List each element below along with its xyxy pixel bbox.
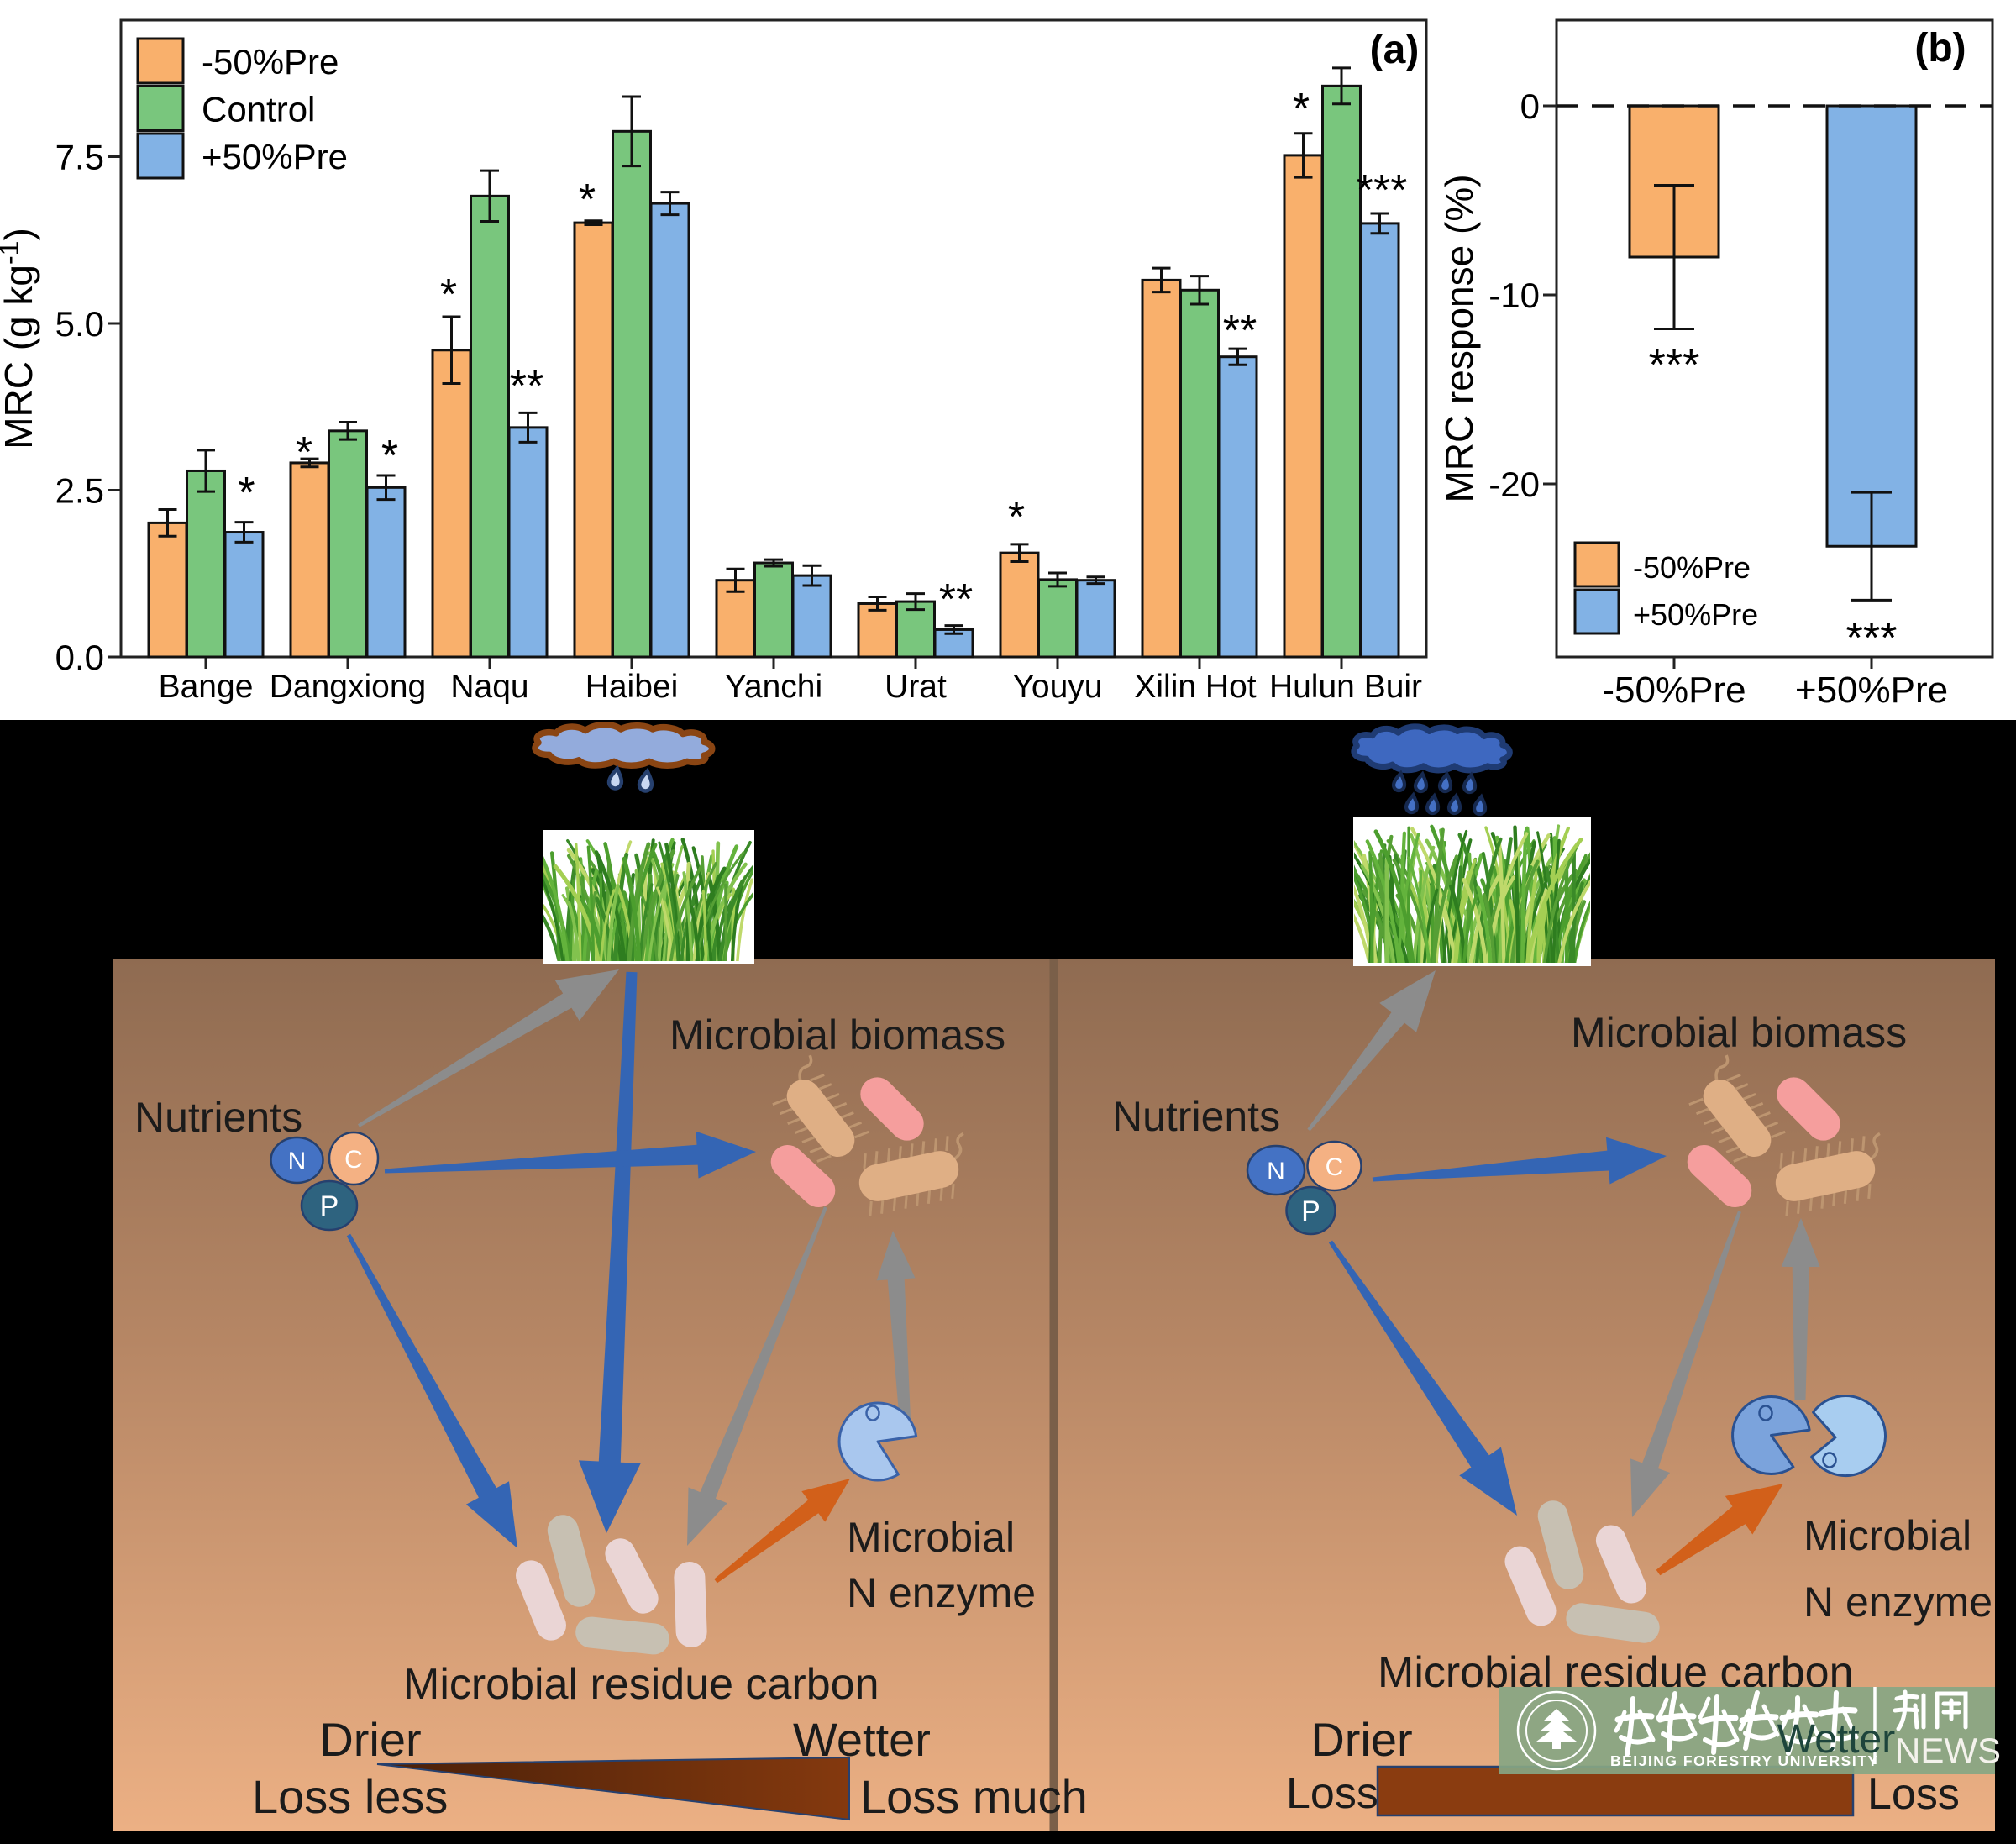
svg-text:NEWS: NEWS	[1895, 1731, 2001, 1770]
svg-text:*: *	[1293, 85, 1310, 134]
svg-text:Dangxiong: Dangxiong	[270, 669, 426, 705]
svg-text:-50%Pre: -50%Pre	[202, 42, 339, 81]
svg-text:Yanchi: Yanchi	[725, 669, 822, 705]
svg-text:N: N	[288, 1148, 307, 1175]
svg-text:Loss: Loss	[1286, 1769, 1378, 1818]
svg-text:BEIJING FORESTRY UNIVERSITY: BEIJING FORESTRY UNIVERSITY	[1610, 1752, 1879, 1769]
svg-text:Wetter: Wetter	[1777, 1717, 1896, 1762]
svg-text:*: *	[440, 271, 457, 319]
svg-text:5.0: 5.0	[55, 304, 104, 344]
svg-text:Naqu: Naqu	[450, 669, 528, 705]
svg-text:Wetter: Wetter	[793, 1713, 931, 1766]
svg-text:Urat: Urat	[885, 669, 947, 705]
svg-text:-50%Pre: -50%Pre	[1602, 670, 1746, 711]
svg-text:7.5: 7.5	[55, 138, 104, 177]
svg-text:P: P	[1301, 1195, 1320, 1227]
svg-text:-10: -10	[1488, 276, 1540, 315]
svg-text:*: *	[1008, 493, 1025, 542]
svg-text:***: ***	[1357, 166, 1408, 215]
svg-text:MRC response (%): MRC response (%)	[1437, 174, 1481, 502]
svg-text:Drier: Drier	[319, 1713, 421, 1766]
svg-text:+50%Pre: +50%Pre	[1633, 597, 1758, 632]
svg-text:*: *	[238, 469, 255, 517]
svg-text:2.5: 2.5	[55, 471, 104, 511]
svg-text:Xilin Hot: Xilin Hot	[1134, 669, 1256, 705]
svg-text:P: P	[320, 1190, 339, 1222]
svg-text:*: *	[381, 432, 398, 481]
svg-text:N: N	[1267, 1158, 1285, 1185]
svg-text:(b): (b)	[1914, 26, 1966, 71]
svg-text:*: *	[579, 176, 596, 224]
svg-text:Microbial: Microbial	[1803, 1512, 1971, 1559]
svg-text:Drier: Drier	[1310, 1713, 1412, 1766]
svg-text:Nutrients: Nutrients	[1112, 1093, 1280, 1140]
svg-text:Youyu: Youyu	[1012, 669, 1102, 705]
svg-text:**: **	[510, 362, 543, 411]
svg-text:(a): (a)	[1370, 28, 1420, 72]
svg-text:Hulun Buir: Hulun Buir	[1269, 669, 1422, 705]
svg-text:*: *	[296, 428, 312, 477]
svg-text:N enzyme: N enzyme	[847, 1569, 1036, 1616]
svg-text:Microbial biomass: Microbial biomass	[669, 1011, 1005, 1059]
svg-text:N enzyme: N enzyme	[1803, 1579, 1992, 1626]
svg-text:0.0: 0.0	[55, 638, 104, 677]
svg-text:Bange: Bange	[159, 669, 254, 705]
svg-text:MRC (g kg-1): MRC (g kg-1)	[0, 228, 40, 449]
svg-text:***: ***	[1846, 614, 1898, 663]
svg-text:-20: -20	[1488, 465, 1540, 504]
svg-text:**: **	[1223, 307, 1257, 355]
svg-text:Loss: Loss	[1867, 1770, 1960, 1819]
svg-text:***: ***	[1649, 341, 1700, 390]
svg-text:Loss much: Loss much	[860, 1770, 1088, 1823]
svg-text:C: C	[1326, 1153, 1344, 1181]
svg-text:**: **	[939, 575, 973, 624]
svg-text:+50%Pre: +50%Pre	[202, 137, 348, 176]
svg-text:+50%Pre: +50%Pre	[1795, 670, 1948, 711]
svg-text:C: C	[344, 1146, 363, 1174]
svg-text:Haibei: Haibei	[585, 669, 679, 705]
svg-text:Microbial: Microbial	[847, 1514, 1015, 1561]
svg-text:Loss less: Loss less	[252, 1770, 448, 1823]
svg-text:0: 0	[1520, 87, 1540, 126]
svg-text:Control: Control	[202, 90, 315, 129]
svg-text:Microbial residue carbon: Microbial residue carbon	[403, 1660, 879, 1709]
svg-text:Microbial biomass: Microbial biomass	[1571, 1009, 1907, 1056]
svg-text:-50%Pre: -50%Pre	[1633, 550, 1751, 585]
svg-text:Nutrients: Nutrients	[134, 1094, 302, 1141]
